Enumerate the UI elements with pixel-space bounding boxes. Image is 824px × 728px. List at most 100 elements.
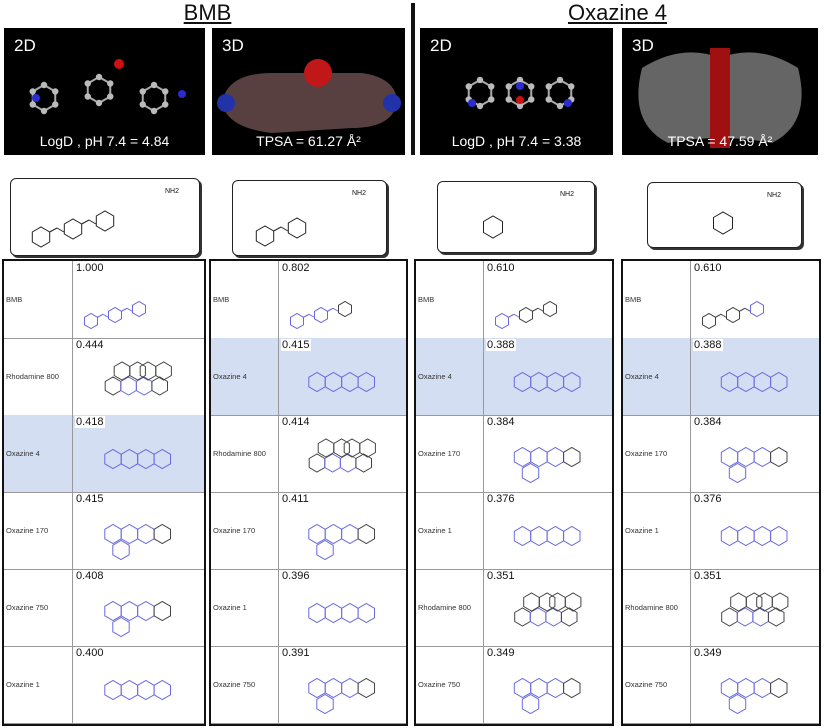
- compound-name: Oxazine 170: [6, 526, 49, 535]
- atoms: [465, 76, 575, 110]
- similarity-score: 0.351: [486, 570, 516, 582]
- ring: [316, 693, 334, 715]
- similarity-score: 0.376: [693, 493, 723, 505]
- similarity-score: 0.610: [486, 262, 516, 274]
- ring: [308, 602, 326, 624]
- ring: [137, 679, 155, 701]
- compound-structure: [104, 600, 171, 638]
- similarity-score: 0.415: [281, 339, 311, 351]
- ring: [745, 592, 763, 612]
- structure-cell: 0.418: [72, 415, 204, 492]
- atom-c: [505, 83, 512, 90]
- result-row[interactable]: Oxazine 170 0.415: [4, 492, 204, 570]
- ring: [314, 306, 328, 324]
- result-row[interactable]: Oxazine 1 0.376: [623, 492, 819, 570]
- ring: [513, 525, 532, 547]
- ring: [84, 312, 98, 330]
- atom-o: [114, 59, 124, 69]
- compound-structure: [104, 361, 172, 396]
- compound-structure: [495, 300, 557, 330]
- ring: [113, 361, 131, 381]
- oxygen-region: [304, 59, 332, 87]
- result-row[interactable]: Oxazine 1 0.376: [416, 492, 612, 570]
- compound-name: Rhodamine 800: [418, 603, 471, 612]
- atom-c: [150, 107, 158, 115]
- ring: [546, 525, 565, 547]
- result-row[interactable]: BMB 0.610: [623, 261, 819, 339]
- ring: [355, 453, 372, 473]
- atom-c: [29, 101, 36, 108]
- result-row[interactable]: Oxazine 750 0.391: [211, 646, 406, 724]
- result-row[interactable]: Oxazine 750 0.408: [4, 569, 204, 647]
- ring: [771, 592, 789, 612]
- ring: [104, 448, 122, 470]
- ring: [737, 446, 755, 468]
- ring: [770, 677, 788, 699]
- atom-n: [32, 94, 40, 102]
- result-row[interactable]: Oxazine 1 0.396: [211, 569, 406, 647]
- bond: [81, 219, 90, 225]
- compound-name: Oxazine 4: [213, 372, 247, 381]
- ring: [104, 376, 122, 396]
- atom-c: [545, 83, 552, 90]
- ring: [728, 693, 747, 715]
- ring: [564, 592, 582, 612]
- result-row[interactable]: Oxazine 1 0.400: [4, 646, 204, 724]
- ring: [153, 523, 171, 545]
- logd-caption: LogD , pH 7.4 = 3.38: [451, 133, 582, 149]
- query-molecule: NH2: [255, 190, 366, 247]
- bond: [720, 313, 727, 318]
- ring: [753, 525, 772, 547]
- result-row[interactable]: Rhodamine 800 0.444: [4, 338, 204, 416]
- compound-name: Oxazine 4: [418, 372, 452, 381]
- atom-c: [545, 96, 552, 103]
- query-molecule: NH2: [713, 192, 781, 235]
- structure-cell: 0.384: [483, 415, 612, 492]
- atom-c: [40, 81, 48, 89]
- result-row[interactable]: Oxazine 4 0.418: [4, 415, 204, 493]
- oxygen-region: [710, 48, 730, 148]
- nh2-label: NH2: [352, 190, 366, 197]
- oxazine4-3d-surface: [638, 48, 802, 148]
- atom-c: [465, 83, 472, 90]
- ring: [308, 523, 326, 545]
- ring: [308, 453, 326, 473]
- result-row[interactable]: Oxazine 4 0.388: [623, 338, 819, 416]
- ring: [753, 371, 772, 393]
- compound-name: Oxazine 4: [625, 372, 659, 381]
- result-row[interactable]: Oxazine 170 0.384: [623, 415, 819, 493]
- result-row[interactable]: Oxazine 170 0.384: [416, 415, 612, 493]
- bond: [532, 307, 539, 312]
- result-row[interactable]: Oxazine 4 0.415: [211, 338, 406, 416]
- result-row[interactable]: Oxazine 170 0.411: [211, 492, 406, 570]
- atom-c: [476, 102, 484, 110]
- ring: [530, 525, 548, 547]
- result-row[interactable]: Oxazine 750 0.349: [623, 646, 819, 724]
- result-row[interactable]: Oxazine 750 0.349: [416, 646, 612, 724]
- result-row[interactable]: BMB 0.610: [416, 261, 612, 339]
- ring: [255, 225, 275, 247]
- similarity-score: 0.444: [75, 339, 105, 351]
- bond: [273, 226, 282, 232]
- bond: [715, 313, 722, 318]
- bond: [97, 313, 104, 318]
- result-row[interactable]: Rhodamine 800 0.351: [416, 569, 612, 647]
- oxazine4-2d-render: 2D LogD , pH 7.4 = 3.38: [420, 28, 613, 155]
- compound-structure: [308, 602, 375, 624]
- result-row[interactable]: Oxazine 4 0.388: [416, 338, 612, 416]
- result-row[interactable]: BMB 1.000: [4, 261, 204, 339]
- ring: [112, 539, 130, 561]
- result-row[interactable]: Rhodamine 800 0.414: [211, 415, 406, 493]
- result-row[interactable]: BMB 0.802: [211, 261, 406, 339]
- compound-name: Oxazine 1: [625, 526, 659, 535]
- query-structure-4: NH2: [647, 182, 802, 248]
- ring: [530, 371, 548, 393]
- results-table-4: BMB 0.610 Oxazine 4 0.388 Oxazine 170 0.38…: [621, 259, 821, 726]
- surface: [222, 73, 397, 133]
- compound-name: Oxazine 750: [213, 680, 256, 689]
- query-molecule: NH2: [483, 191, 574, 239]
- atom-c: [40, 107, 48, 115]
- structure-cell: 0.444: [72, 338, 204, 415]
- result-row[interactable]: Rhodamine 800 0.351: [623, 569, 819, 647]
- compound-structure: [720, 677, 788, 715]
